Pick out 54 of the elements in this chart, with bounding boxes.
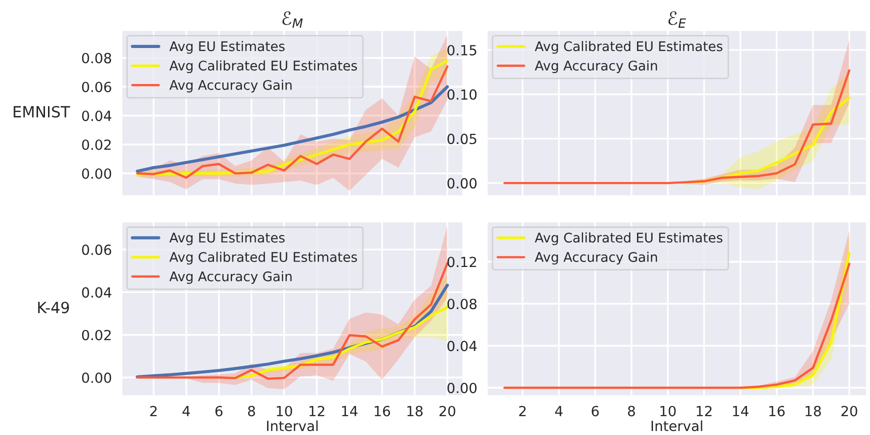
y-tick-label: 0.04 [82,287,112,298]
x-tick-label: 6 [215,406,222,416]
y-tick-label: 0.06 [82,82,112,92]
x-tick-label: 12 [309,406,324,416]
x-tick-label: 16 [769,406,785,416]
chart-title: ℰ$_{E}$ [668,11,686,28]
x-tick-label: 12 [696,406,712,416]
y-tick-label: 0.04 [447,340,477,352]
x-tick-label: 20 [440,406,456,416]
x-tick-label: 2 [519,406,526,416]
x-tick-label: 14 [733,406,748,416]
x-tick-label: 10 [276,406,292,416]
x-axis-title: Interval [267,420,318,432]
x-tick-label: 18 [407,406,423,416]
x-tick-label: 20 [841,406,858,416]
y-tick-label: 0.12 [447,256,476,268]
legend-label: Avg Accuracy Gain [169,80,292,93]
chart-title: ℰ$_{M}$ [282,11,303,28]
y-tick-label: 0.15 [447,44,476,56]
y-tick-label: 0.00 [82,168,112,179]
y-tick-label: 0.00 [447,382,477,394]
y-tick-label: 0.10 [447,89,477,100]
x-axis-title: Interval [652,420,702,432]
legend-label: Avg Accuracy Gain [169,271,292,284]
x-tick-label: 4 [182,406,190,416]
x-tick-label: 6 [592,406,599,416]
x-tick-label: 10 [660,406,676,416]
y-tick-label: 0.00 [447,178,477,189]
x-tick-label: 14 [342,406,358,416]
legend-label: Avg EU Estimates [169,41,285,54]
y-tick-label: 0.05 [447,134,476,144]
x-tick-label: 8 [248,406,255,416]
x-tick-label: 8 [628,406,635,416]
legend-label: Avg Calibrated EU Estimates [534,41,722,54]
y-tick-label: 0.02 [82,330,111,340]
y-tick-label: 0.00 [82,372,112,383]
legend-label: Avg EU Estimates [169,232,285,246]
y-tick-label: 0.02 [82,139,111,150]
legend-label: Avg Calibrated EU Estimates [169,252,358,265]
x-tick-label: 18 [806,406,821,416]
y-tick-label: 0.06 [82,244,112,256]
y-tick-label: 0.08 [447,298,477,310]
y-tick-label: 0.04 [82,110,112,122]
legend-label: Avg Accuracy Gain [534,252,657,265]
line-series [503,262,850,389]
legend-label: Avg Calibrated EU Estimates [169,60,358,74]
x-tick-label: 4 [555,406,563,416]
y-axis-title: EMNIST [14,106,70,118]
legend-label: Avg Accuracy Gain [534,60,657,74]
x-tick-label: 16 [374,406,390,416]
y-tick-label: 0.08 [82,52,112,64]
legend-label: Avg Calibrated EU Estimates [534,232,722,246]
x-tick-label: 2 [150,406,157,416]
y-axis-title: K-49 [38,302,69,314]
